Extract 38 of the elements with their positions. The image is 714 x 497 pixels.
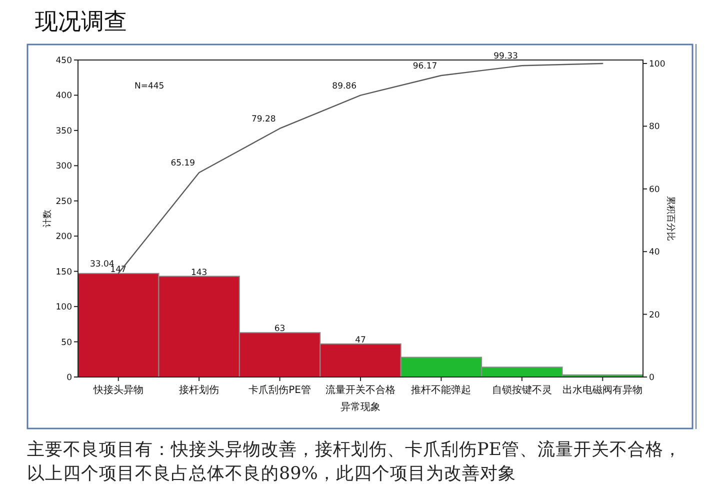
y2-tick-label: 60 (649, 184, 660, 195)
y-axis-title: 计数 (42, 210, 53, 228)
y2-tick-label: 80 (649, 122, 660, 132)
text: 主要不良项目有：快接头异物改善，接杆划伤、卡爪刮伤PE管、流量开关不合格，以上四个项目不良占总体不良的89%，此四个项目为改善对象 (27, 439, 683, 486)
y-tick-label: 250 (56, 196, 72, 207)
y-tick-label: 300 (56, 162, 72, 172)
x-tick-label: 推杆不能弹起 (411, 384, 472, 396)
data-label: 143 (190, 268, 208, 278)
x-tick-label: 卡爪刮伤PE管 (248, 384, 311, 396)
data-label: 79.28 (251, 114, 276, 124)
y2-tick-label: 20 (649, 310, 660, 320)
y-tick-label: 450 (56, 56, 72, 66)
y2-tick-label: 40 (649, 248, 660, 258)
chart-title: 现况调查 (35, 8, 127, 37)
x-axis-title: 异常现象 (340, 401, 380, 413)
x-tick-label: 流量开关不合格 (326, 384, 396, 396)
x-tick-label: 自锁按键不灵 (492, 384, 552, 396)
y2-tick-label: 0 (649, 373, 654, 383)
data-label: 65.19 (170, 158, 196, 169)
data-label: 47 (355, 335, 366, 346)
x-tick-label: 出水电磁阀有异物 (562, 384, 643, 396)
data-label: 96.17 (412, 62, 438, 72)
x-tick-label: 快接头异物 (92, 384, 144, 396)
data-label: 89.86 (332, 81, 356, 92)
y2-tick-label: 100 (649, 60, 666, 70)
data-label: 33.04 (90, 259, 114, 270)
y-tick-label: 350 (56, 126, 72, 136)
x-tick-label: 接杆划伤 (179, 384, 220, 396)
annotation: N=445 (134, 82, 164, 92)
y2-axis-title: 累积百分比 (665, 196, 676, 241)
y-tick-label: 0 (66, 373, 72, 383)
data-label: 99.33 (494, 52, 518, 62)
data-label: 63 (274, 324, 286, 334)
y-tick-label: 100 (56, 302, 72, 313)
y-tick-label: 150 (56, 267, 72, 278)
y-tick-label: 400 (56, 91, 72, 102)
y-tick-label: 50 (61, 338, 72, 348)
y-tick-label: 200 (56, 232, 72, 242)
